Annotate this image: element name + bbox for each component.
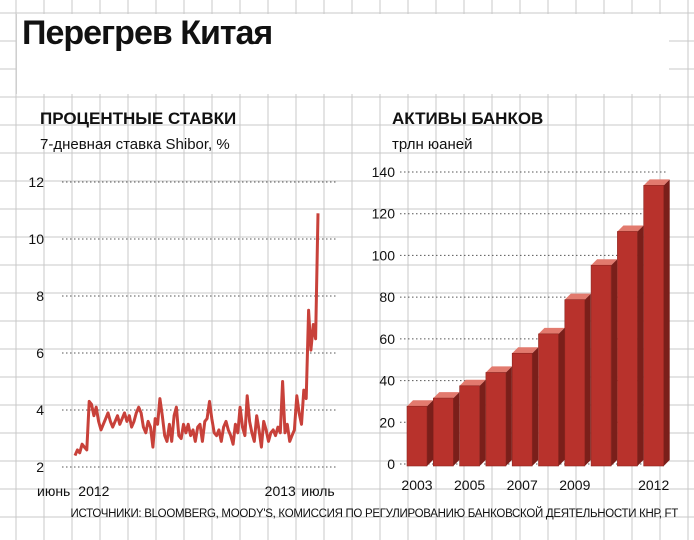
bar-top — [433, 392, 460, 399]
bar-side — [479, 379, 486, 466]
y-tick-label: 10 — [28, 231, 44, 247]
bar — [643, 185, 665, 467]
bar — [538, 333, 559, 467]
bar — [564, 299, 586, 467]
bar — [590, 264, 612, 467]
y-tick-label: 6 — [36, 345, 44, 361]
y-tick-label: 120 — [372, 206, 396, 222]
bar-side — [611, 259, 618, 466]
right-chart-subtitle: трлн юаней — [392, 136, 473, 153]
bar-top — [564, 293, 591, 300]
y-tick-label: 20 — [379, 414, 395, 430]
y-tick-label: 40 — [379, 373, 395, 389]
bar-top — [591, 259, 618, 266]
bar-side — [505, 366, 512, 466]
y-tick-label: 2 — [36, 459, 44, 475]
y-tick-label: 12 — [28, 174, 44, 190]
bar — [617, 231, 638, 467]
bar-top — [512, 347, 539, 354]
left-chart-title: ПРОЦЕНТНЫЕ СТАВКИ — [40, 109, 237, 128]
bar-side — [532, 347, 539, 466]
x-tick-label: 2003 — [401, 477, 432, 493]
y-tick-label: 0 — [387, 456, 395, 472]
y-tick-label: 60 — [379, 331, 395, 347]
bar-top — [643, 179, 670, 186]
x-tick-label: июль — [301, 483, 334, 499]
x-tick-label: 2012 — [78, 483, 109, 499]
bar-top — [459, 379, 486, 386]
bar-side — [637, 225, 644, 466]
x-tick-label: 2013 — [265, 483, 296, 499]
bar-top — [407, 400, 433, 407]
y-tick-label: 140 — [372, 164, 396, 180]
y-tick-label: 100 — [372, 247, 396, 263]
x-tick-label: 2009 — [559, 477, 590, 493]
bar-top — [485, 366, 512, 373]
right-chart-title: АКТИВЫ БАНКОВ — [392, 109, 544, 128]
bar-side — [453, 392, 460, 466]
left-chart-subtitle: 7-дневная ставка Shibor, % — [40, 136, 230, 153]
y-tick-label: 4 — [36, 402, 44, 418]
bar — [432, 397, 454, 467]
series-line — [73, 213, 320, 457]
bar-top — [538, 327, 565, 334]
bar-side — [427, 400, 433, 466]
x-tick-label: 2007 — [507, 477, 538, 493]
bar — [459, 385, 480, 467]
page-title: Перегрев Китая — [22, 14, 273, 52]
x-tick-label: 2005 — [454, 477, 485, 493]
bar — [485, 372, 507, 467]
source-note: ИСТОЧНИКИ: BLOOMBERG, MOODY'S, КОМИССИЯ … — [70, 508, 679, 520]
bar-side — [584, 293, 591, 466]
bar-top — [617, 225, 644, 232]
bar — [406, 405, 428, 467]
bar-side — [663, 179, 670, 466]
x-tick-label: 2012 — [638, 477, 669, 493]
bar — [511, 352, 533, 467]
x-tick-label: июнь — [37, 483, 70, 499]
bar-side — [558, 327, 565, 466]
y-tick-label: 8 — [36, 288, 44, 304]
y-tick-label: 80 — [379, 289, 395, 305]
title-box — [16, 14, 669, 94]
